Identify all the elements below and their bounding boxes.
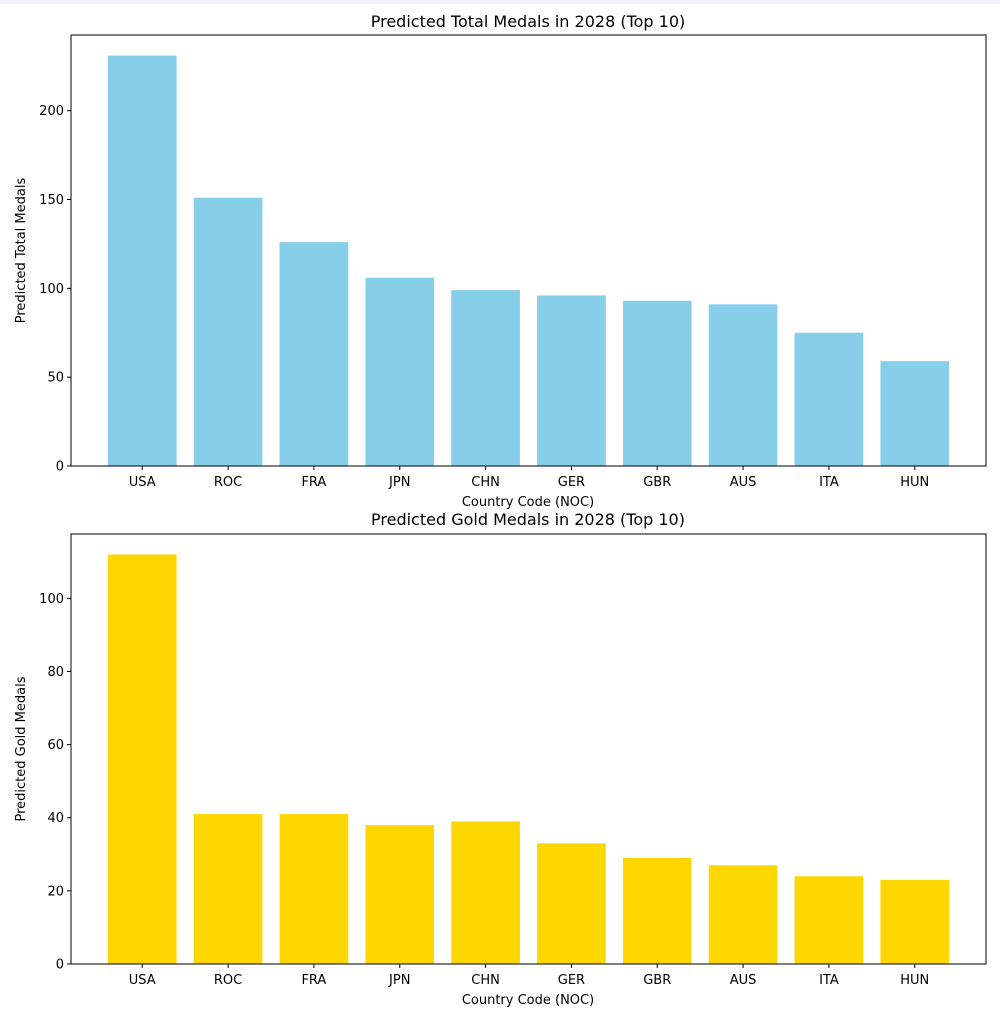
bar-aus [708,865,778,964]
plot-frame [70,34,987,467]
x-tick-label-roc: ROC [214,973,242,988]
bar-chn [451,290,520,466]
y-tick-label: 200 [39,104,64,119]
x-tick-label-aus: AUS [730,973,757,988]
bar-series [107,554,950,964]
bar-aus [708,304,778,466]
bar-hun [880,879,950,964]
chart-total-medals: Predicted Total Medals in 2028 (Top 10) … [14,12,987,510]
chart-gold-medals: Predicted Gold Medals in 2028 (Top 10) 0… [14,510,987,1008]
x-tick-label-hun: HUN [900,973,929,988]
y-axis-ticks: 0 20 40 60 80 100 [39,592,71,973]
bar-chn [451,821,520,964]
bar-gbr [622,300,692,466]
bar-series [107,55,950,467]
y-tick-label: 50 [47,371,64,386]
bar-gbr [622,857,692,964]
x-tick-label-ita: ITA [819,475,839,490]
y-tick-label: 60 [47,738,64,753]
x-tick-label-ger: GER [558,973,585,988]
y-tick-label: 100 [39,592,64,607]
y-tick-label: 150 [39,193,64,208]
bar-ger [537,295,606,466]
bar-roc [193,814,263,964]
bar-ger [537,843,606,964]
x-tick-label-roc: ROC [214,475,242,490]
x-tick-label-hun: HUN [900,475,929,490]
x-tick-label-ger: GER [558,475,585,490]
chart-title: Predicted Total Medals in 2028 (Top 10) [371,12,686,31]
x-tick-label-jpn: JPN [388,973,410,988]
bar-jpn [365,277,435,466]
x-tick-label-chn: CHN [471,475,500,490]
x-axis-label: Country Code (NOC) [462,993,594,1008]
x-tick-label-fra: FRA [301,973,326,988]
x-tick-label-gbr: GBR [643,475,671,490]
y-tick-label: 40 [47,811,64,826]
bar-usa [107,55,177,467]
y-tick-label: 100 [39,282,64,297]
x-axis-ticks: USA ROC FRA JPN CHN GER GBR AUS ITA HUN [129,964,929,988]
bar-fra [279,242,349,466]
x-tick-label-jpn: JPN [388,475,410,490]
y-tick-label: 80 [47,665,64,680]
window-top-strip [0,0,1000,4]
plot-frame [70,533,987,965]
x-tick-label-gbr: GBR [643,973,671,988]
x-tick-label-chn: CHN [471,973,500,988]
bar-roc [193,197,263,467]
x-axis-label: Country Code (NOC) [462,495,594,510]
y-axis-label: Predicted Total Medals [14,178,29,324]
x-tick-label-ita: ITA [819,973,839,988]
bar-ita [794,332,864,466]
x-tick-label-fra: FRA [301,475,326,490]
bar-ita [794,876,864,964]
x-tick-label-usa: USA [129,973,156,988]
bar-jpn [365,825,435,964]
bar-hun [880,361,950,466]
y-axis-label: Predicted Gold Medals [14,676,29,821]
x-tick-label-usa: USA [129,475,156,490]
y-tick-label: 0 [56,460,64,475]
chart-title: Predicted Gold Medals in 2028 (Top 10) [371,510,685,529]
x-tick-label-aus: AUS [730,475,757,490]
y-tick-label: 0 [56,958,64,973]
y-axis-ticks: 0 50 100 150 200 [39,104,71,475]
bar-usa [107,554,177,964]
y-tick-label: 20 [47,884,64,899]
x-axis-ticks: USA ROC FRA JPN CHN GER GBR AUS ITA HUN [129,466,929,490]
bar-fra [279,814,349,964]
